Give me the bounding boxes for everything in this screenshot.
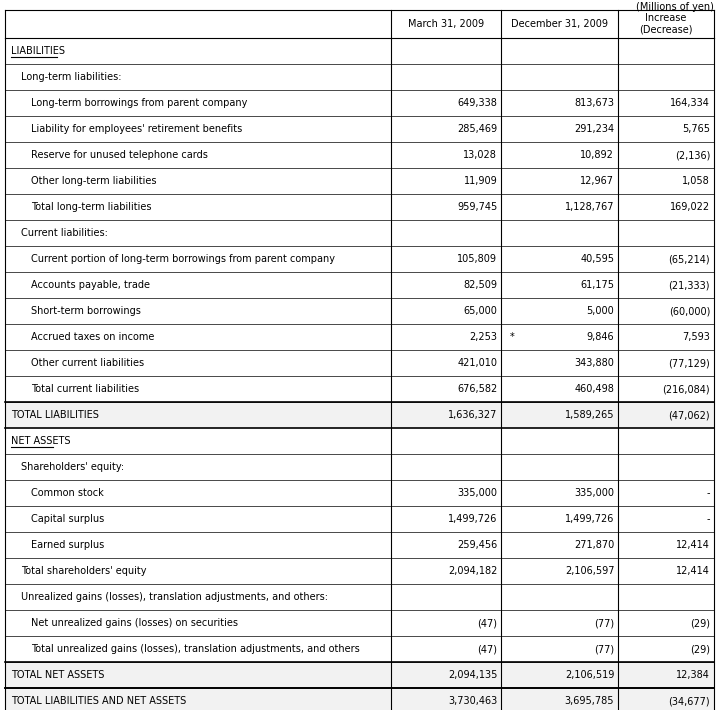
Text: -: - (707, 514, 710, 524)
Text: TOTAL LIABILITIES: TOTAL LIABILITIES (11, 410, 99, 420)
Text: (77): (77) (594, 644, 614, 654)
Text: 335,000: 335,000 (574, 488, 614, 498)
Text: LIABILITIES: LIABILITIES (11, 46, 65, 56)
Text: Other long-term liabilities: Other long-term liabilities (31, 176, 157, 186)
Text: Accrued taxes on income: Accrued taxes on income (31, 332, 155, 342)
Text: 11,909: 11,909 (464, 176, 498, 186)
Text: (47): (47) (477, 618, 498, 628)
Text: 61,175: 61,175 (580, 280, 614, 290)
Text: 2,094,135: 2,094,135 (448, 670, 498, 680)
Text: (29): (29) (690, 618, 710, 628)
Text: 335,000: 335,000 (457, 488, 498, 498)
Bar (5, 402, 714, 428)
Text: Common stock: Common stock (31, 488, 104, 498)
Text: 1,636,327: 1,636,327 (448, 410, 498, 420)
Text: 169,022: 169,022 (670, 202, 710, 212)
Text: December 31, 2009: December 31, 2009 (511, 19, 608, 29)
Text: 2,106,519: 2,106,519 (565, 670, 614, 680)
Text: 1,058: 1,058 (682, 176, 710, 186)
Bar (5, 688, 714, 710)
Text: Long-term liabilities:: Long-term liabilities: (21, 72, 122, 82)
Text: 12,384: 12,384 (676, 670, 710, 680)
Text: 2,106,597: 2,106,597 (565, 566, 614, 576)
Text: (65,214): (65,214) (669, 254, 710, 264)
Text: 1,499,726: 1,499,726 (448, 514, 498, 524)
Text: (77): (77) (594, 618, 614, 628)
Text: (29): (29) (690, 644, 710, 654)
Text: 2,253: 2,253 (470, 332, 498, 342)
Text: Unrealized gains (losses), translation adjustments, and others:: Unrealized gains (losses), translation a… (21, 592, 328, 602)
Text: 5,765: 5,765 (682, 124, 710, 134)
Text: (Millions of yen): (Millions of yen) (636, 2, 714, 12)
Text: 676,582: 676,582 (457, 384, 498, 394)
Text: *: * (509, 332, 514, 342)
Text: 813,673: 813,673 (574, 98, 614, 108)
Text: 65,000: 65,000 (464, 306, 498, 316)
Text: 1,499,726: 1,499,726 (565, 514, 614, 524)
Text: 291,234: 291,234 (574, 124, 614, 134)
Text: NET ASSETS: NET ASSETS (11, 436, 70, 446)
Text: 285,469: 285,469 (457, 124, 498, 134)
Text: 82,509: 82,509 (463, 280, 498, 290)
Text: Current portion of long-term borrowings from parent company: Current portion of long-term borrowings … (31, 254, 335, 264)
Text: Reserve for unused telephone cards: Reserve for unused telephone cards (31, 150, 208, 160)
Text: 460,498: 460,498 (574, 384, 614, 394)
Text: March 31, 2009: March 31, 2009 (408, 19, 485, 29)
Text: 7,593: 7,593 (682, 332, 710, 342)
Text: 5,000: 5,000 (587, 306, 614, 316)
Text: 1,128,767: 1,128,767 (565, 202, 614, 212)
Text: (60,000): (60,000) (669, 306, 710, 316)
Text: Current liabilities:: Current liabilities: (21, 228, 108, 238)
Text: 259,456: 259,456 (457, 540, 498, 550)
Text: 959,745: 959,745 (457, 202, 498, 212)
Text: (77,129): (77,129) (668, 358, 710, 368)
Text: Shareholders' equity:: Shareholders' equity: (21, 462, 124, 472)
Text: 13,028: 13,028 (464, 150, 498, 160)
Text: (216,084): (216,084) (662, 384, 710, 394)
Text: 40,595: 40,595 (580, 254, 614, 264)
Text: Total current liabilities: Total current liabilities (31, 384, 139, 394)
Text: Long-term borrowings from parent company: Long-term borrowings from parent company (31, 98, 247, 108)
Text: 3,695,785: 3,695,785 (565, 696, 614, 706)
Text: Other current liabilities: Other current liabilities (31, 358, 144, 368)
Text: TOTAL NET ASSETS: TOTAL NET ASSETS (11, 670, 104, 680)
Text: Accounts payable, trade: Accounts payable, trade (31, 280, 150, 290)
Text: 1,589,265: 1,589,265 (565, 410, 614, 420)
Text: (47): (47) (477, 644, 498, 654)
Text: 10,892: 10,892 (580, 150, 614, 160)
Text: 421,010: 421,010 (457, 358, 498, 368)
Text: 12,414: 12,414 (676, 540, 710, 550)
Text: (21,333): (21,333) (669, 280, 710, 290)
Text: 12,414: 12,414 (676, 566, 710, 576)
Text: 12,967: 12,967 (580, 176, 614, 186)
Text: -: - (707, 488, 710, 498)
Text: 343,880: 343,880 (574, 358, 614, 368)
Text: Total unrealized gains (losses), translation adjustments, and others: Total unrealized gains (losses), transla… (31, 644, 360, 654)
Text: (34,677): (34,677) (669, 696, 710, 706)
Text: Total long-term liabilities: Total long-term liabilities (31, 202, 152, 212)
Text: 164,334: 164,334 (670, 98, 710, 108)
Text: Total shareholders' equity: Total shareholders' equity (21, 566, 147, 576)
Text: (2,136): (2,136) (674, 150, 710, 160)
Text: Increase
(Decrease): Increase (Decrease) (639, 13, 693, 35)
Text: 3,730,463: 3,730,463 (448, 696, 498, 706)
Text: Net unrealized gains (losses) on securities: Net unrealized gains (losses) on securit… (31, 618, 238, 628)
Text: 649,338: 649,338 (457, 98, 498, 108)
Text: 2,094,182: 2,094,182 (448, 566, 498, 576)
Text: Capital surplus: Capital surplus (31, 514, 104, 524)
Text: Short-term borrowings: Short-term borrowings (31, 306, 141, 316)
Text: Earned surplus: Earned surplus (31, 540, 104, 550)
Text: Liability for employees' retirement benefits: Liability for employees' retirement bene… (31, 124, 242, 134)
Text: 105,809: 105,809 (457, 254, 498, 264)
Text: 271,870: 271,870 (574, 540, 614, 550)
Bar (5, 662, 714, 688)
Text: TOTAL LIABILITIES AND NET ASSETS: TOTAL LIABILITIES AND NET ASSETS (11, 696, 186, 706)
Text: (47,062): (47,062) (669, 410, 710, 420)
Text: 9,846: 9,846 (587, 332, 614, 342)
